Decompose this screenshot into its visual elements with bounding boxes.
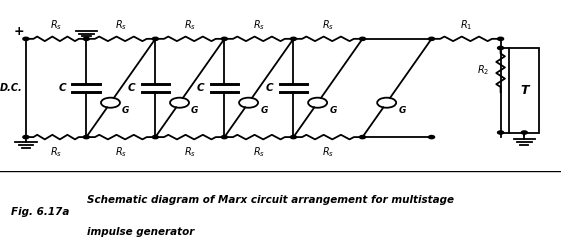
Text: G: G (260, 106, 268, 115)
Text: C: C (266, 83, 274, 93)
Circle shape (429, 136, 435, 139)
Text: G: G (329, 106, 337, 115)
Circle shape (498, 46, 504, 50)
Text: $R_s$: $R_s$ (184, 145, 196, 159)
Text: +: + (14, 25, 25, 38)
Text: $R_s$: $R_s$ (184, 18, 196, 32)
Text: $R_s$: $R_s$ (253, 145, 265, 159)
Text: G: G (191, 106, 199, 115)
Circle shape (153, 136, 158, 139)
Text: $R_s$: $R_s$ (115, 18, 127, 32)
Text: $R_s$: $R_s$ (253, 18, 265, 32)
Text: C: C (197, 83, 204, 93)
Circle shape (153, 37, 158, 40)
Circle shape (498, 37, 504, 40)
Circle shape (429, 37, 435, 40)
Circle shape (222, 37, 227, 40)
Circle shape (498, 131, 504, 134)
Circle shape (23, 37, 29, 40)
Circle shape (222, 136, 227, 139)
Text: T: T (520, 84, 528, 97)
Circle shape (23, 136, 29, 139)
Text: C: C (128, 83, 135, 93)
Text: impulse generator: impulse generator (87, 227, 194, 237)
Text: G: G (122, 106, 130, 115)
Text: $R_s$: $R_s$ (322, 145, 334, 159)
FancyBboxPatch shape (509, 48, 540, 133)
Text: G: G (398, 106, 406, 115)
Circle shape (360, 136, 366, 139)
Text: C: C (59, 83, 66, 93)
Text: $R_s$: $R_s$ (322, 18, 334, 32)
Circle shape (83, 136, 89, 139)
Circle shape (521, 131, 527, 134)
Circle shape (83, 37, 89, 40)
Circle shape (291, 37, 296, 40)
Circle shape (360, 37, 366, 40)
Circle shape (291, 136, 296, 139)
Text: Fig. 6.17a: Fig. 6.17a (11, 207, 70, 217)
Text: D.C.: D.C. (0, 83, 22, 93)
Text: $R_2$: $R_2$ (477, 63, 490, 77)
Text: $R_s$: $R_s$ (115, 145, 127, 159)
Text: $R_s$: $R_s$ (50, 145, 62, 159)
Text: $R_1$: $R_1$ (460, 18, 472, 32)
Text: Schematic diagram of Marx circuit arrangement for multistage: Schematic diagram of Marx circuit arrang… (87, 195, 454, 205)
Text: $R_s$: $R_s$ (50, 18, 62, 32)
